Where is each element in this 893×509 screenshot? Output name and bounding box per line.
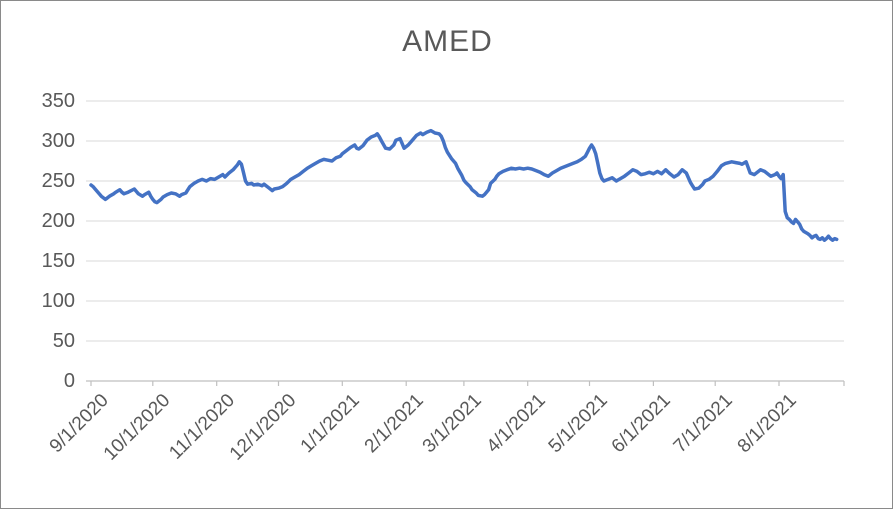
y-tick-label: 350: [41, 90, 75, 112]
y-tick-label: 200: [41, 210, 75, 232]
series-line-amed: [89, 128, 839, 242]
chart-title: AMED: [402, 25, 493, 58]
y-tick-label: 0: [63, 370, 75, 392]
y-tick-label: 50: [52, 330, 75, 352]
y-tick-label: 100: [41, 290, 75, 312]
y-tick-label: 300: [41, 130, 75, 152]
y-tick-label: 150: [41, 250, 75, 272]
y-tick-label: 250: [41, 170, 75, 192]
